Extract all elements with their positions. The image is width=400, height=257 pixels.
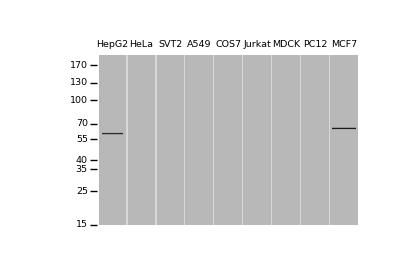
Bar: [243, 54, 271, 225]
Bar: [156, 54, 184, 225]
Bar: [184, 54, 186, 225]
Bar: [271, 54, 272, 225]
Bar: [300, 54, 301, 225]
Text: 130: 130: [70, 78, 88, 87]
Text: 40: 40: [76, 156, 88, 165]
Text: PC12: PC12: [303, 40, 327, 49]
Bar: [272, 54, 300, 225]
Text: 25: 25: [76, 187, 88, 196]
Text: 55: 55: [76, 135, 88, 144]
Bar: [214, 54, 242, 225]
Text: 100: 100: [70, 96, 88, 105]
Bar: [126, 54, 128, 225]
Text: HeLa: HeLa: [130, 40, 154, 49]
Bar: [186, 54, 213, 225]
Text: 35: 35: [76, 164, 88, 173]
Text: 170: 170: [70, 61, 88, 70]
Bar: [330, 54, 358, 225]
Bar: [301, 54, 329, 225]
Text: A549: A549: [187, 40, 212, 49]
Text: SVT2: SVT2: [158, 40, 182, 49]
Bar: [128, 54, 155, 225]
Text: 70: 70: [76, 119, 88, 128]
Text: Jurkat: Jurkat: [243, 40, 271, 49]
Bar: [213, 54, 214, 225]
Text: 15: 15: [76, 220, 88, 229]
Bar: [329, 54, 330, 225]
Bar: [155, 54, 156, 225]
Bar: [99, 54, 126, 225]
Text: MDCK: MDCK: [272, 40, 300, 49]
Text: HepG2: HepG2: [96, 40, 128, 49]
Text: COS7: COS7: [215, 40, 241, 49]
Bar: [242, 54, 243, 225]
Text: MCF7: MCF7: [331, 40, 357, 49]
